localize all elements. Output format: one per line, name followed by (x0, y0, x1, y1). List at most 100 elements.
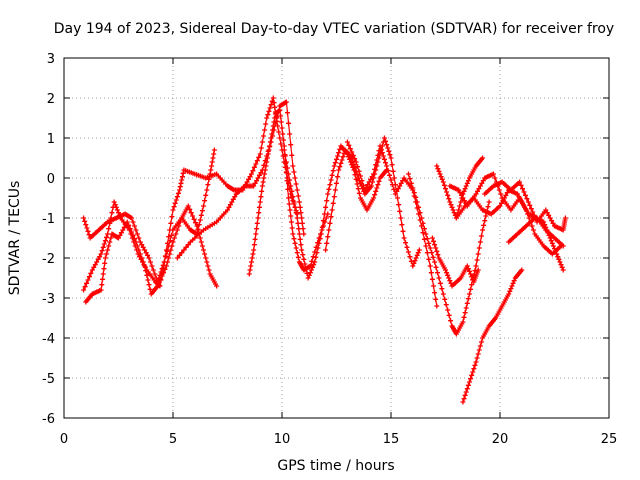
data-point (102, 260, 108, 266)
data-point (108, 235, 114, 241)
data-point (465, 178, 471, 184)
data-point (328, 214, 334, 220)
data-point (310, 264, 316, 270)
data-point (472, 362, 478, 368)
data-point (271, 100, 277, 106)
data-point (349, 155, 355, 161)
data-point (161, 270, 167, 276)
data-point (144, 272, 150, 278)
data-point (458, 192, 464, 198)
data-point (204, 187, 210, 193)
data-point (177, 187, 183, 193)
data-point (126, 222, 132, 228)
data-point (356, 190, 362, 196)
data-point (380, 153, 386, 159)
data-point (448, 318, 454, 324)
data-point (311, 262, 317, 268)
series-track-11 (434, 155, 486, 221)
data-point (294, 187, 300, 193)
data-point (511, 278, 517, 284)
data-point (526, 215, 532, 221)
data-point (443, 302, 449, 308)
data-point (256, 172, 262, 178)
data-point (296, 231, 302, 237)
data-point (230, 196, 236, 202)
data-point (202, 251, 208, 257)
data-point (294, 250, 300, 256)
data-point (339, 157, 345, 163)
data-point (530, 227, 536, 233)
data-point (266, 108, 272, 114)
data-point (146, 255, 152, 261)
data-point (205, 182, 211, 188)
data-point (542, 222, 548, 228)
data-point (384, 142, 390, 148)
data-point (202, 198, 208, 204)
data-point (139, 255, 145, 261)
data-point (550, 220, 556, 226)
data-point (297, 236, 303, 242)
y-tick-label: 3 (47, 52, 55, 67)
data-point (171, 235, 177, 241)
data-point (436, 168, 442, 174)
data-point (137, 239, 143, 245)
data-point (146, 282, 152, 288)
data-point (153, 275, 159, 281)
data-point (466, 379, 472, 385)
data-point (412, 258, 418, 264)
series-track-2 (83, 203, 220, 305)
series-track-4 (174, 99, 307, 261)
data-point (248, 263, 254, 269)
data-point (436, 275, 442, 281)
data-point (556, 256, 562, 262)
series-track-9 (405, 171, 492, 337)
data-point (369, 174, 375, 180)
data-point (323, 204, 329, 210)
data-point (258, 194, 264, 200)
data-point (112, 202, 118, 208)
data-point (476, 347, 482, 353)
data-point (258, 145, 264, 151)
data-point (543, 224, 549, 230)
data-point (262, 167, 268, 173)
data-point (250, 251, 256, 257)
data-point (284, 110, 290, 116)
data-point (84, 280, 90, 286)
data-point (177, 184, 183, 190)
data-point (485, 204, 491, 210)
data-point (281, 147, 287, 153)
data-point (94, 259, 100, 265)
data-point (531, 212, 537, 218)
data-point (167, 251, 173, 257)
data-point (329, 172, 335, 178)
data-point (170, 207, 176, 213)
data-point (329, 207, 335, 213)
data-point (546, 232, 552, 238)
data-point (307, 270, 313, 276)
data-point (100, 276, 106, 282)
y-tick-label: -3 (42, 292, 55, 307)
series-track-3 (81, 147, 217, 285)
data-point (298, 210, 304, 216)
data-point (302, 261, 308, 267)
data-point (315, 245, 321, 251)
data-point (545, 230, 551, 236)
data-point (429, 235, 435, 241)
data-point (226, 204, 232, 210)
data-point (159, 266, 165, 272)
data-point (160, 262, 166, 268)
data-point (267, 143, 273, 149)
data-point (204, 259, 210, 265)
data-point (435, 252, 441, 258)
data-point (314, 250, 320, 256)
data-point (133, 239, 139, 245)
data-point (549, 218, 555, 224)
series-track-15 (506, 215, 566, 273)
data-point (145, 277, 151, 283)
data-point (254, 178, 260, 184)
data-point (331, 163, 337, 169)
data-point (232, 194, 238, 200)
data-point (295, 220, 301, 226)
data-point (312, 259, 318, 265)
data-point (254, 158, 260, 164)
